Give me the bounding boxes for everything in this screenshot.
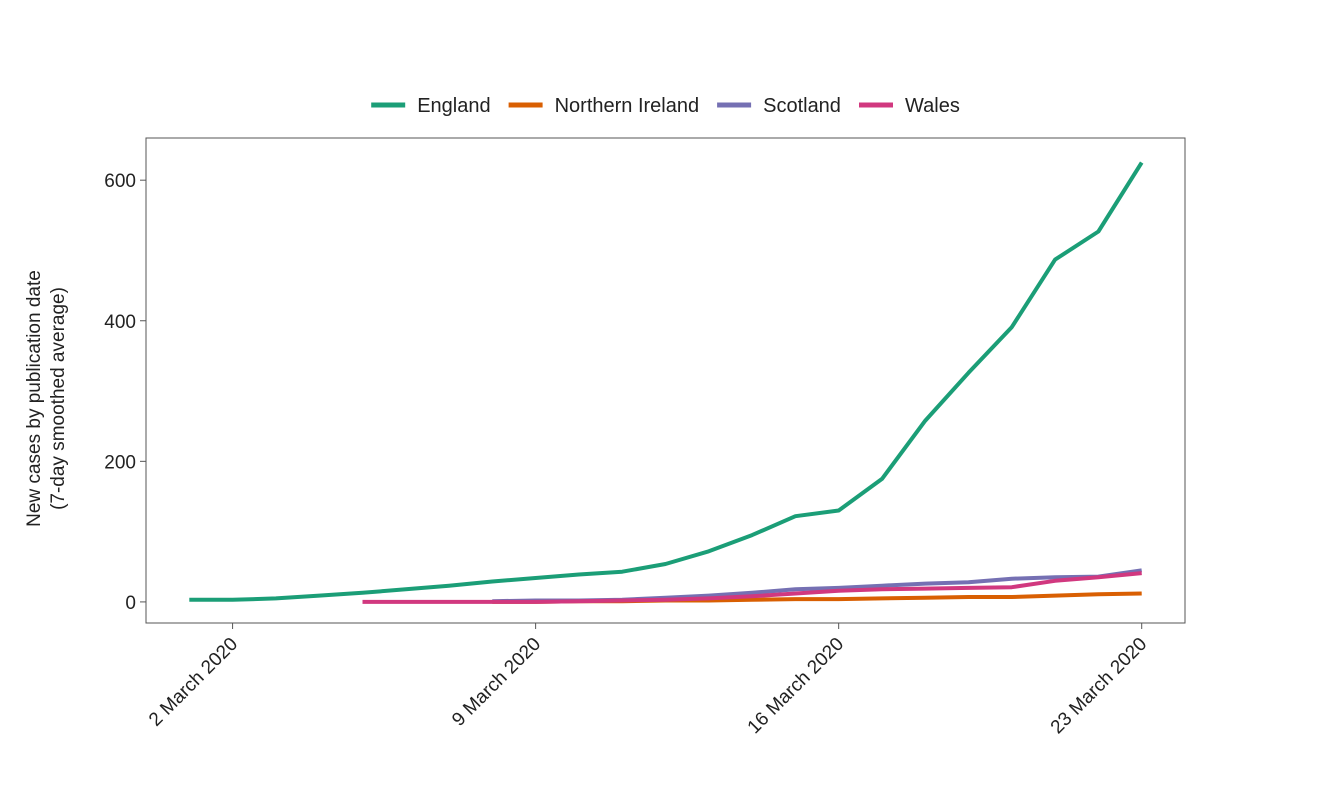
series-layer	[189, 161, 1144, 604]
x-tick-label: 16 March 2020	[744, 634, 848, 738]
legend-item: Wales	[859, 95, 960, 117]
legend-label: England	[417, 95, 490, 117]
x-tick-label: 2 March 2020	[145, 634, 242, 731]
y-tick-label: 200	[104, 452, 136, 473]
y-axis-title: New cases by publication date (7-day smoo…	[24, 270, 69, 527]
legend-label: Scotland	[763, 95, 841, 117]
legend-item: Northern Ireland	[508, 95, 700, 117]
legend-label: Northern Ireland	[555, 95, 700, 117]
y-tick-label: 400	[104, 312, 136, 333]
y-tick-label: 0	[125, 593, 136, 614]
series-line-wales	[362, 571, 1142, 604]
y-axis-title-line: (7-day smoothed average)	[48, 287, 69, 510]
legend-label: Wales	[905, 95, 960, 117]
x-tick-label: 23 March 2020	[1047, 634, 1151, 738]
legend-item: Scotland	[717, 95, 841, 117]
x-tick-label: 9 March 2020	[448, 634, 545, 731]
x-axis: 2 March 2020 9 March 2020 16 March 2020 23 …	[145, 623, 1151, 738]
y-tick-label: 600	[104, 171, 136, 192]
y-axis-title-line: New cases by publication date	[24, 270, 45, 527]
legend-item: England	[371, 95, 491, 117]
series-line-england	[189, 161, 1144, 602]
legend: England Northern Ireland Scotland Wales	[371, 95, 960, 117]
y-axis: 0 200 400 600	[104, 171, 146, 614]
plot-panel	[145, 137, 1186, 624]
y-axis-title-text: New cases by publication date (7-day smoo…	[24, 270, 69, 527]
